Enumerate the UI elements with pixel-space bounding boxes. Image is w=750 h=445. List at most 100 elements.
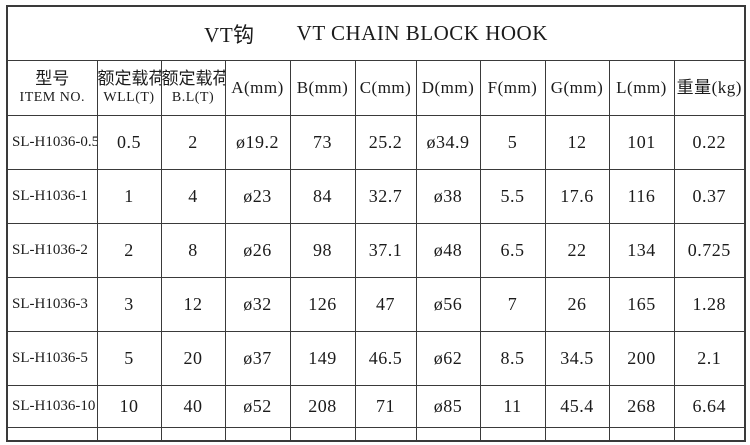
cell-wll: 1 [96, 169, 162, 224]
title-chinese: VT钩 [204, 22, 255, 47]
col-header-bl-zh: 额定载荷 [161, 69, 225, 89]
cell-c: 71 [354, 385, 417, 428]
table-row: SL-H1036-3 3 12 ø32 126 47 ø56 7 26 165 … [6, 277, 746, 332]
cell-g: 26 [544, 277, 610, 332]
col-header-item-en: ITEM NO. [19, 89, 85, 105]
col-header-b: B(mm) [289, 60, 356, 116]
cell-g: 45.4 [544, 385, 610, 428]
cell-wll: 10 [96, 385, 162, 428]
table-row: SL-H1036-10 10 40 ø52 208 71 ø85 11 45.4… [6, 385, 746, 428]
cell-weight: 6.64 [673, 385, 746, 428]
cell-weight: 0.37 [673, 169, 746, 224]
col-header-l-label: L(mm) [616, 77, 667, 97]
table-row: SL-H1036-2 2 8 ø26 98 37.1 ø48 6.5 22 13… [6, 223, 746, 278]
cell-bl: 40 [160, 385, 226, 428]
header-row: 型号 ITEM NO. 额定载荷 WLL(T) 额定载荷 B.L(T) A(mm… [6, 60, 746, 116]
table-row: SL-H1036-0.5 0.5 2 ø19.2 73 25.2 ø34.9 5… [6, 115, 746, 170]
cell-weight: 0.725 [673, 223, 746, 278]
col-header-d: D(mm) [415, 60, 481, 116]
spec-table: VT钩 VT CHAIN BLOCK HOOK 型号 ITEM NO. 额定载荷… [6, 5, 747, 442]
cell-g: 12 [544, 115, 610, 170]
cell-f: 11 [479, 385, 546, 428]
cell-item: SL-H1036-3 [6, 277, 98, 332]
cell-l: 101 [608, 115, 675, 170]
col-header-l: L(mm) [608, 60, 675, 116]
col-header-wll: 额定载荷 WLL(T) [96, 60, 162, 116]
title-english: VT CHAIN BLOCK HOOK [296, 21, 548, 45]
cell-item: SL-H1036-10 [6, 385, 98, 428]
cell-item: SL-H1036-5 [6, 331, 98, 386]
cell-d: ø34.9 [415, 115, 481, 170]
col-header-c: C(mm) [354, 60, 417, 116]
cell-l: 268 [608, 385, 675, 428]
table-title: VT钩 VT CHAIN BLOCK HOOK [6, 5, 746, 61]
cell-wll: 3 [96, 277, 162, 332]
cell-g: 34.5 [544, 331, 610, 386]
col-header-a-label: A(mm) [231, 77, 284, 97]
cell-l: 165 [608, 277, 675, 332]
col-header-g: G(mm) [544, 60, 610, 116]
col-header-g-label: G(mm) [550, 77, 604, 97]
cell-wll: 0.5 [96, 115, 162, 170]
cell-c: 46.5 [354, 331, 417, 386]
cell-bl: 20 [160, 331, 226, 386]
cell-bl: 4 [160, 169, 226, 224]
cell-a: ø26 [224, 223, 291, 278]
cell-item: SL-H1036-1 [6, 169, 98, 224]
cell-a: ø23 [224, 169, 291, 224]
cell-a: ø32 [224, 277, 291, 332]
cell-d: ø48 [415, 223, 481, 278]
cell-d: ø62 [415, 331, 481, 386]
cell-item: SL-H1036-0.5 [6, 115, 98, 170]
col-header-d-label: D(mm) [421, 77, 475, 97]
cell-b: 98 [289, 223, 356, 278]
cell-d: ø85 [415, 385, 481, 428]
cell-g: 22 [544, 223, 610, 278]
cell-a: ø19.2 [224, 115, 291, 170]
cell-a: ø52 [224, 385, 291, 428]
cell-a: ø37 [224, 331, 291, 386]
cell-bl: 8 [160, 223, 226, 278]
cell-f: 8.5 [479, 331, 546, 386]
title-row: VT钩 VT CHAIN BLOCK HOOK [6, 5, 746, 61]
col-header-weight: 重量(kg) [673, 60, 746, 116]
col-header-a: A(mm) [224, 60, 291, 116]
cell-c: 47 [354, 277, 417, 332]
col-header-f-label: F(mm) [487, 77, 538, 97]
cell-b: 73 [289, 115, 356, 170]
cell-b: 208 [289, 385, 356, 428]
cell-weight: 2.1 [673, 331, 746, 386]
cell-c: 25.2 [354, 115, 417, 170]
cell-b: 149 [289, 331, 356, 386]
cell-b: 84 [289, 169, 356, 224]
table-row: SL-H1036-5 5 20 ø37 149 46.5 ø62 8.5 34.… [6, 331, 746, 386]
cell-d: ø56 [415, 277, 481, 332]
col-header-f: F(mm) [479, 60, 546, 116]
cell-f: 5.5 [479, 169, 546, 224]
col-header-b-label: B(mm) [296, 77, 349, 97]
cell-d: ø38 [415, 169, 481, 224]
col-header-bl: 额定载荷 B.L(T) [160, 60, 226, 116]
cell-l: 116 [608, 169, 675, 224]
cell-item: SL-H1036-2 [6, 223, 98, 278]
col-header-bl-en: B.L(T) [171, 89, 215, 105]
cell-weight: 0.22 [673, 115, 746, 170]
col-header-weight-label: 重量(kg) [676, 77, 742, 97]
cell-c: 32.7 [354, 169, 417, 224]
cell-f: 7 [479, 277, 546, 332]
cell-f: 6.5 [479, 223, 546, 278]
col-header-wll-en: WLL(T) [103, 89, 155, 105]
cropped-partial-row [6, 427, 746, 442]
cell-weight: 1.28 [673, 277, 746, 332]
col-header-c-label: C(mm) [359, 77, 412, 97]
col-header-wll-zh: 额定载荷 [97, 69, 161, 89]
cell-wll: 5 [96, 331, 162, 386]
col-header-item: 型号 ITEM NO. [6, 60, 98, 116]
cell-bl: 12 [160, 277, 226, 332]
col-header-item-zh: 型号 [35, 69, 70, 89]
cell-l: 134 [608, 223, 675, 278]
table-row: SL-H1036-1 1 4 ø23 84 32.7 ø38 5.5 17.6 … [6, 169, 746, 224]
cell-c: 37.1 [354, 223, 417, 278]
cell-bl: 2 [160, 115, 226, 170]
